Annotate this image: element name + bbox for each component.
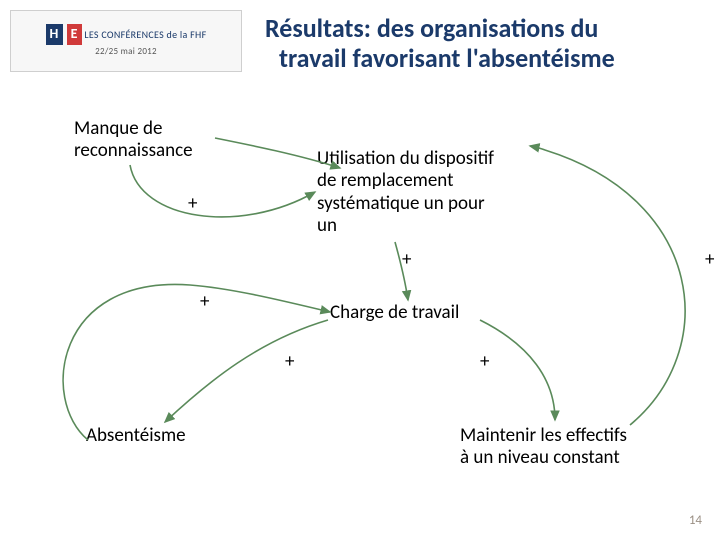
logo-e-icon: E (67, 24, 82, 45)
logo-date: 22/25 mai 2012 (95, 46, 157, 57)
node-maintenir: Maintenir les effectifsà un niveau const… (460, 425, 680, 470)
plus-4: + (200, 290, 209, 313)
arrow-a1 (130, 165, 315, 217)
logo-line2: de la FHF (167, 28, 207, 41)
page-title: Résultats: des organisations du travail … (265, 14, 665, 74)
logo-h-icon: H (46, 24, 63, 45)
page-number: 14 (689, 513, 702, 528)
plus-3: + (705, 248, 714, 271)
node-manque: Manque dereconnaissance (74, 118, 244, 163)
node-utilisation: Utilisation du dispositifde remplacement… (317, 148, 547, 238)
plus-5: + (285, 350, 294, 373)
arrow-a5 (530, 146, 685, 425)
title-line2: travail favorisant l'absentéisme (265, 42, 615, 74)
node-charge: Charge de travail (330, 302, 510, 324)
logo-box: HE LES CONFÉRENCES de la FHF 22/25 mai 2… (10, 10, 242, 72)
title-line1: Résultats: des organisations du (265, 12, 598, 44)
slide: HE LES CONFÉRENCES de la FHF 22/25 mai 2… (0, 0, 720, 540)
arrow-a3 (165, 320, 328, 422)
arrow-a4 (480, 320, 555, 420)
logo-inner: HE LES CONFÉRENCES de la FHF 22/25 mai 2… (46, 24, 207, 58)
plus-6: + (480, 350, 489, 373)
plus-2: + (402, 248, 411, 271)
logo-line1: LES CONFÉRENCES (84, 28, 164, 41)
plus-1: + (188, 192, 197, 215)
node-absenteisme: Absentéisme (86, 425, 226, 447)
